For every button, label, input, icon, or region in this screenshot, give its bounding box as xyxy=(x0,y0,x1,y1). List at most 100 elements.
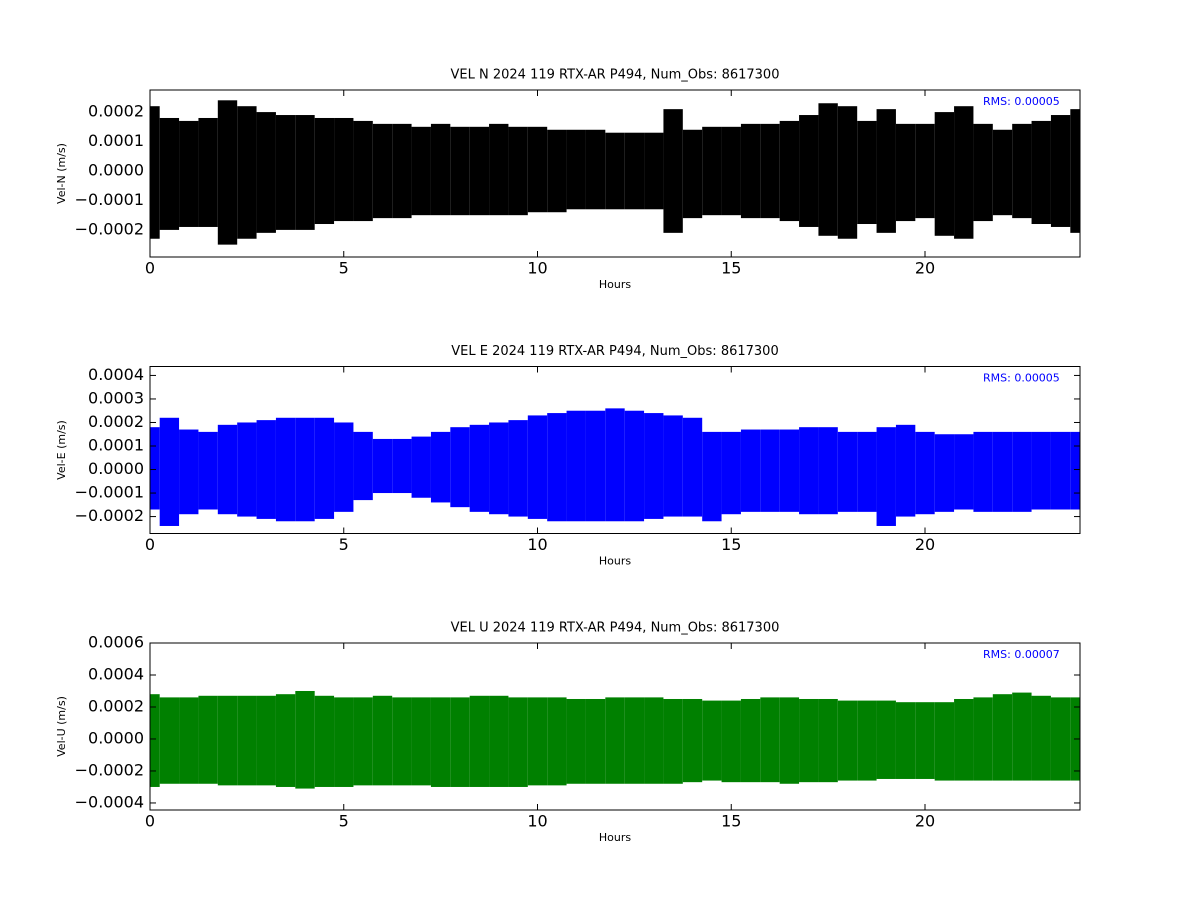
velocity-range xyxy=(159,117,180,230)
chart-title: VEL E 2024 119 RTX-AR P494, Num_Obs: 861… xyxy=(451,344,778,359)
velocity-range xyxy=(760,429,780,512)
y-tick-label: 0.0000 xyxy=(88,459,144,478)
velocity-range xyxy=(159,697,180,784)
y-tick-label: 0.0002 xyxy=(88,412,144,431)
velocity-range xyxy=(799,427,819,515)
plot-area xyxy=(150,100,1080,245)
velocity-range xyxy=(740,698,761,783)
x-tick-label: 5 xyxy=(339,812,349,831)
velocity-range xyxy=(740,429,761,512)
velocity-range xyxy=(237,695,257,786)
velocity-range xyxy=(585,410,606,522)
velocity-range xyxy=(217,100,238,245)
velocity-range xyxy=(663,698,683,784)
velocity-range xyxy=(624,697,645,784)
y-tick-label: 0.0000 xyxy=(88,160,144,179)
velocity-range xyxy=(837,431,858,512)
velocity-range xyxy=(605,408,625,522)
velocity-range xyxy=(372,695,393,786)
velocity-range xyxy=(256,420,276,519)
velocity-range xyxy=(314,117,335,225)
plot-area xyxy=(150,690,1080,789)
velocity-range xyxy=(411,436,431,498)
velocity-range xyxy=(334,422,354,512)
velocity-range xyxy=(644,697,664,784)
velocity-range xyxy=(857,700,877,781)
velocity-range xyxy=(876,700,896,779)
x-tick-label: 5 xyxy=(339,259,349,278)
velocity-range xyxy=(314,695,335,787)
velocity-range xyxy=(295,115,315,230)
x-tick-label: 10 xyxy=(527,535,547,554)
velocity-range xyxy=(508,126,528,216)
velocity-range xyxy=(547,413,567,522)
y-tick-label: −0.0002 xyxy=(75,219,144,238)
velocity-range xyxy=(915,431,935,515)
velocity-range xyxy=(721,126,741,216)
velocity-range xyxy=(217,424,238,515)
velocity-range xyxy=(334,697,354,787)
velocity-range xyxy=(353,431,373,501)
velocity-range xyxy=(411,126,431,216)
x-tick-label: 20 xyxy=(915,535,935,554)
velocity-range xyxy=(469,126,490,216)
velocity-range xyxy=(198,117,218,227)
velocity-range xyxy=(237,422,257,517)
y-tick-label: 0.0001 xyxy=(88,131,144,150)
velocity-range xyxy=(150,694,160,787)
y-axis-label: Vel-U (m/s) xyxy=(55,696,68,757)
velocity-range xyxy=(779,429,800,512)
velocity-range xyxy=(314,417,335,519)
axes-frame xyxy=(149,89,1081,258)
velocity-range xyxy=(450,697,470,787)
velocity-range xyxy=(179,697,199,784)
velocity-range xyxy=(702,126,722,216)
velocity-range xyxy=(275,115,296,230)
velocity-range xyxy=(644,132,664,210)
velocity-range xyxy=(1031,431,1051,510)
chart-title: VEL U 2024 119 RTX-AR P494, Num_Obs: 861… xyxy=(451,621,780,636)
velocity-range xyxy=(760,697,780,783)
y-tick-label: 0.0003 xyxy=(88,388,144,407)
y-tick-label: 0.0000 xyxy=(88,728,144,747)
x-tick-label: 0 xyxy=(145,812,155,831)
velocity-range xyxy=(973,697,993,781)
velocity-range xyxy=(392,438,412,494)
velocity-range xyxy=(702,700,722,781)
velocity-range xyxy=(566,698,586,784)
velocity-range xyxy=(934,434,955,512)
x-tick-label: 20 xyxy=(915,259,935,278)
y-tick-label: 0.0002 xyxy=(88,696,144,715)
x-tick-label: 10 xyxy=(527,812,547,831)
velocity-range xyxy=(760,123,780,219)
velocity-range xyxy=(992,129,1013,216)
velocity-range xyxy=(799,698,819,783)
velocity-range xyxy=(585,129,606,210)
velocity-range xyxy=(682,417,703,517)
y-tick-label: 0.0001 xyxy=(88,436,144,455)
velocity-range xyxy=(740,123,761,219)
chart-title: VEL N 2024 119 RTX-AR P494, Num_Obs: 861… xyxy=(451,68,780,83)
velocity-range xyxy=(372,438,393,494)
velocity-range xyxy=(179,429,199,515)
velocity-range xyxy=(392,697,412,786)
velocity-range xyxy=(469,424,490,512)
velocity-range xyxy=(450,427,470,508)
velocity-range xyxy=(179,120,199,227)
velocity-range xyxy=(489,422,509,515)
velocity-range xyxy=(954,106,974,239)
velocity-range xyxy=(150,106,160,239)
velocity-range xyxy=(198,695,218,784)
velocity-range xyxy=(954,698,974,781)
y-tick-label: −0.0001 xyxy=(75,190,144,209)
velocity-range xyxy=(150,427,160,510)
velocity-range xyxy=(527,697,548,786)
y-tick-label: 0.0004 xyxy=(88,365,144,384)
velocity-range xyxy=(779,120,800,222)
velocity-range xyxy=(275,417,296,522)
velocity-range xyxy=(237,106,257,239)
x-tick-label: 15 xyxy=(721,259,741,278)
velocity-range xyxy=(1050,115,1071,227)
velocity-range xyxy=(353,120,373,222)
